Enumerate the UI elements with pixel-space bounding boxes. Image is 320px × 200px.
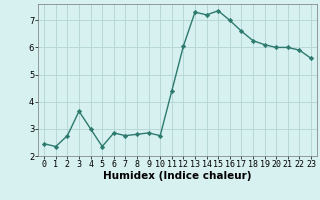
- X-axis label: Humidex (Indice chaleur): Humidex (Indice chaleur): [103, 171, 252, 181]
